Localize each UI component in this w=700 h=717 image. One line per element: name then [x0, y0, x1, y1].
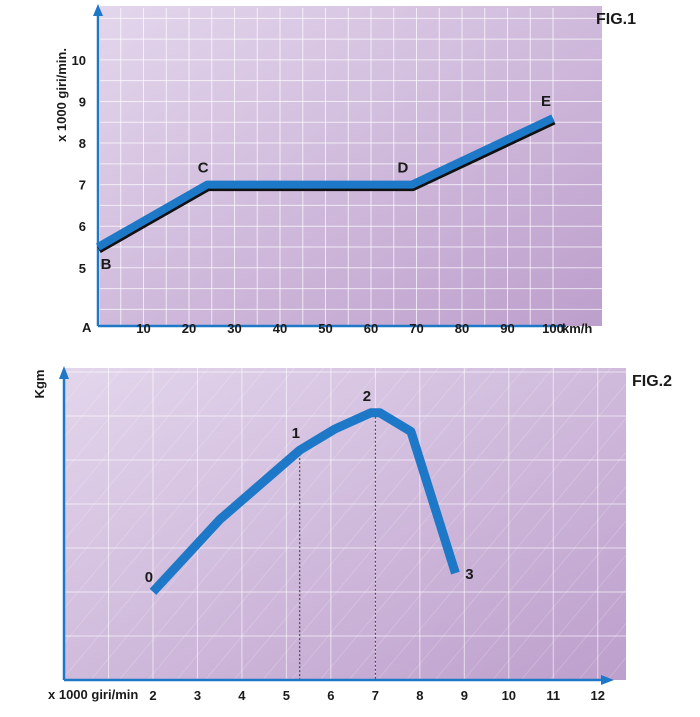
fig2-hatching — [64, 368, 626, 680]
fig1-grid — [98, 8, 602, 326]
fig1-x-tick-label: 20 — [182, 321, 196, 336]
fig2-y-axis-arrow — [59, 366, 69, 379]
fig2-point-label: 1 — [292, 425, 300, 442]
fig1-chart: 10 20 30 40 50 60 70 80 90 100 5 6 7 8 9 10 B C D E A FIG.1… — [54, 4, 636, 336]
fig2-x-tick-label: 8 — [416, 688, 423, 703]
fig1-labels: 10 20 30 40 50 60 70 80 90 100 5 6 7 8 9 10 B C D E — [72, 53, 564, 336]
fig1-point-label: C — [198, 160, 209, 177]
fig2-x-tick-label: 12 — [591, 688, 605, 703]
fig2-reference-lines — [299, 412, 376, 680]
fig2-x-axis-arrow — [601, 675, 614, 685]
fig2-title: FIG.2 — [632, 373, 672, 390]
fig2-x-axis-label: x 1000 giri/min — [48, 687, 138, 702]
fig1-x-tick-label: 50 — [318, 321, 332, 336]
fig1-y-tick-label: 10 — [72, 53, 86, 68]
fig1-y-tick-label: 9 — [79, 94, 86, 109]
fig2-x-tick-label: 5 — [283, 688, 290, 703]
fig2-x-tick-label: 10 — [502, 688, 516, 703]
fig2-x-tick-label: 2 — [149, 688, 156, 703]
fig1-y-tick-label: 6 — [79, 219, 86, 234]
fig2-x-tick-label: 3 — [194, 688, 201, 703]
fig2-series — [149, 408, 460, 595]
fig1-point-label: D — [398, 160, 409, 177]
fig1-x-tick-label: 100 — [542, 321, 564, 336]
fig1-y-tick-label: 8 — [79, 136, 86, 151]
fig2-y-axis-label: Kgm — [32, 370, 47, 399]
fig2-point-label: 0 — [145, 569, 153, 586]
fig2-x-tick-label: 6 — [327, 688, 334, 703]
fig2-x-tick-label: 7 — [372, 688, 379, 703]
fig1-point-label: E — [541, 93, 551, 110]
fig1-plot-background — [100, 6, 602, 326]
fig2-grid — [64, 368, 626, 680]
fig1-series-line — [96, 114, 555, 251]
fig2-x-tick-label: 11 — [546, 688, 560, 703]
fig2-x-tick-label: 9 — [461, 688, 468, 703]
fig1-x-tick-label: 10 — [136, 321, 150, 336]
fig2-series-line — [149, 408, 460, 595]
fig1-x-axis-label: km/h — [562, 321, 592, 336]
fig1-y-axis-label: x 1000 giri/min. — [54, 48, 69, 142]
fig1-x-tick-label: 80 — [455, 321, 469, 336]
fig1-point-label: B — [101, 256, 112, 273]
fig1-x-tick-label: 70 — [409, 321, 423, 336]
fig2-x-tick-label: 4 — [238, 688, 246, 703]
fig2-point-label: 3 — [465, 566, 473, 583]
fig2-point-label: 2 — [363, 388, 371, 405]
fig1-y-axis-arrow — [93, 4, 103, 16]
fig1-y-tick-label: 7 — [79, 178, 86, 193]
fig1-origin-label: A — [82, 320, 92, 335]
fig1-title: FIG.1 — [596, 11, 636, 28]
fig1-x-tick-label: 40 — [273, 321, 287, 336]
fig1-x-tick-label: 60 — [364, 321, 378, 336]
fig1-x-tick-label: 30 — [227, 321, 241, 336]
fig1-x-tick-label: 90 — [500, 321, 514, 336]
fig1-y-tick-label: 5 — [79, 261, 86, 276]
fig1-series — [96, 114, 556, 254]
